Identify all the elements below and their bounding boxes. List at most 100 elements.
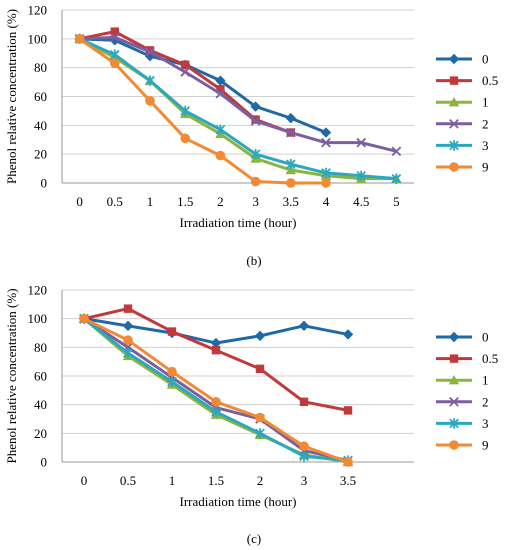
data-point: [79, 313, 89, 324]
legend-marker: [449, 162, 459, 172]
y-tick-label: 120: [28, 283, 48, 298]
x-tick-label: 2: [217, 194, 224, 209]
y-tick-label: 20: [34, 426, 47, 441]
y-tick-label: 60: [34, 89, 47, 104]
legend-label: 2: [482, 116, 489, 131]
data-point: [145, 75, 155, 86]
legend-marker: [449, 396, 459, 407]
data-point: [123, 304, 133, 313]
x-tick-label: 3.5: [340, 473, 356, 488]
y-tick-label: 100: [28, 31, 48, 46]
data-point: [299, 397, 309, 406]
legend-item: 2: [436, 116, 489, 131]
data-point: [167, 376, 177, 387]
y-tick-label: 120: [28, 3, 48, 18]
data-point: [254, 330, 266, 342]
data-point: [285, 127, 296, 138]
data-point: [321, 178, 331, 188]
legend-marker: [449, 118, 459, 129]
legend-label: 0.5: [482, 351, 498, 366]
x-tick-label: 1: [147, 194, 154, 209]
legend-item: 2: [436, 394, 489, 409]
legend-item: 0.5: [436, 73, 498, 88]
data-point: [286, 178, 296, 188]
data-point: [123, 335, 133, 345]
legend-label: 9: [482, 160, 489, 175]
x-tick-label: 0: [76, 194, 83, 209]
data-point: [180, 133, 190, 144]
data-point: [215, 150, 226, 161]
data-point: [285, 164, 296, 175]
series-0: [74, 33, 332, 138]
data-point: [255, 412, 265, 423]
data-point: [298, 320, 310, 332]
legend-marker: [449, 140, 459, 151]
data-point: [215, 124, 226, 135]
data-point: [343, 406, 353, 415]
data-point: [210, 337, 222, 349]
x-tick-label: 4.5: [353, 194, 369, 209]
data-point: [321, 167, 331, 179]
y-axis-title: Phenol relative concentration (%): [4, 288, 19, 463]
legend-label: 0: [482, 330, 489, 345]
y-tick-label: 0: [41, 176, 48, 191]
data-point: [211, 406, 221, 418]
series-line: [79, 35, 397, 153]
data-point: [250, 101, 261, 112]
panel-label: (c): [247, 531, 261, 546]
series-line: [78, 37, 397, 181]
data-point: [211, 397, 221, 407]
legend-label: 1: [482, 95, 489, 110]
legend-label: 0: [482, 52, 489, 67]
data-point: [285, 159, 296, 170]
x-tick-label: 1: [169, 473, 176, 488]
data-point: [250, 148, 261, 160]
data-point: [285, 112, 296, 124]
data-point: [215, 75, 226, 86]
legend-marker: [448, 375, 460, 385]
data-point: [123, 347, 133, 359]
x-axis-title: Irradiation time (hour): [180, 494, 297, 509]
legend-label: 2: [482, 394, 489, 409]
data-point: [391, 146, 402, 157]
legend-label: 1: [482, 373, 489, 388]
legend-item: 1: [436, 95, 489, 110]
data-point: [356, 137, 367, 148]
data-point: [110, 58, 120, 69]
data-point: [109, 32, 120, 43]
legend-item: 0: [436, 52, 489, 67]
y-tick-label: 60: [34, 369, 47, 384]
data-point: [356, 170, 367, 181]
data-point: [74, 34, 85, 44]
y-tick-label: 80: [34, 340, 47, 355]
data-point: [343, 457, 353, 467]
data-point: [216, 85, 225, 94]
series-9: [74, 34, 331, 188]
data-point: [299, 451, 309, 462]
legend-marker: [449, 440, 459, 450]
y-tick-label: 80: [34, 60, 47, 75]
data-point: [167, 366, 177, 377]
x-tick-label: 1.5: [177, 194, 193, 209]
legend-marker: [449, 76, 459, 85]
legend-item: 1: [436, 373, 489, 388]
data-point: [255, 364, 265, 374]
x-axis-title: Irradiation time (hour): [180, 215, 297, 230]
legend-label: 0.5: [482, 73, 498, 88]
y-tick-label: 20: [34, 147, 47, 162]
x-tick-label: 1.5: [208, 473, 224, 488]
data-point: [299, 441, 309, 452]
data-point: [215, 88, 226, 99]
legend-item: 9: [436, 160, 489, 175]
x-tick-label: 0: [81, 473, 88, 488]
x-tick-label: 3: [252, 194, 259, 209]
legend-marker: [449, 354, 459, 363]
x-tick-label: 0.5: [120, 473, 136, 488]
legend-label: 3: [482, 138, 489, 153]
data-point: [167, 327, 177, 336]
y-tick-label: 40: [34, 397, 47, 412]
x-tick-label: 3.5: [283, 194, 299, 209]
data-point: [180, 105, 191, 117]
